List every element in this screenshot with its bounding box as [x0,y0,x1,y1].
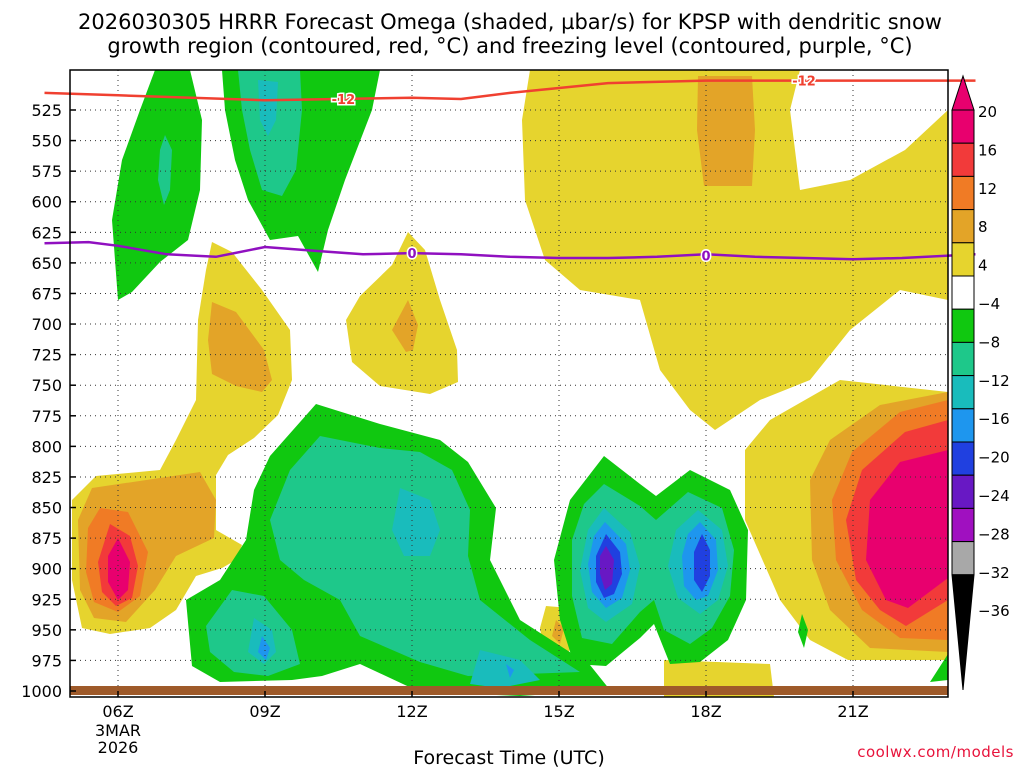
colorbar-label: 12 [978,180,997,198]
colorbar-label: −12 [978,372,1010,390]
x-tick-label: 06Z [102,702,133,721]
y-tick-label: 775 [31,407,62,426]
colorbar-segment [951,507,975,543]
omega-negative-0630Z-column [112,70,202,300]
colorbar-segment [951,142,975,177]
colorbar-segment [951,242,975,277]
y-tick-label: 525 [31,101,62,120]
x-tick-sublabel: 3MAR [95,721,141,740]
colorbar-label: −20 [978,449,1010,467]
omega-negative-16Z-min [600,546,614,590]
x-tick-sublabel: 2026 [98,738,139,757]
credit-text: coolwx.com/models [857,743,1014,761]
y-tick-label: 625 [31,223,62,242]
contour-label: -12 [332,93,356,108]
plot-frame [69,69,949,698]
colorbar-label: −24 [978,487,1010,505]
omega-negative-0630Z-inner [158,135,172,205]
colorbar-label: −32 [978,564,1010,582]
chart-title-line-1: 2026030305 HRRR Forecast Omega (shaded, … [78,10,942,34]
y-tick-label: 925 [31,590,62,609]
y-axis: 525 550 575 600 625 650 675 700 725 750 775 800 825 8… [21,101,76,701]
omega-negative-small-20Z [798,614,808,648]
colorbar-segment [951,308,975,343]
omega-positive-06Z-max [108,538,130,600]
colorbar-label: −28 [978,525,1010,543]
colorbar-segment [951,541,975,576]
colorbar-segment [951,375,975,410]
omega-shading [72,70,948,697]
omega-negative-0930Z-low-blue [258,636,270,660]
omega-positive-small-15Z-core [552,620,564,644]
omega-negative-09Z-inner [238,70,302,196]
omega-positive-core-0830Z [208,302,272,392]
y-tick-label: 675 [31,284,62,303]
y-tick-label: 900 [31,560,62,579]
colorbar-label: −8 [978,333,1000,351]
colorbar-segment [951,209,975,244]
omega-negative-18Z-min [694,534,710,592]
y-tick-label: 950 [31,621,62,640]
contour-label: -12 [792,75,816,90]
omega-positive-22Z-max [866,450,948,608]
omega-negative-1430Z-low-core [506,664,514,678]
x-tick-label: 15Z [543,702,574,721]
ground-layer [70,686,948,695]
y-tick-label: 1000 [21,682,62,701]
ground-bar [70,686,948,695]
colorbar-segment [951,175,975,211]
x-tick-label: 21Z [837,702,868,721]
y-tick-label: 700 [31,315,62,334]
colorbar-segment [951,474,975,509]
omega-negative-1230Z-core [392,488,440,556]
omega-negative-corner-2330Z [930,654,948,682]
omega-positive-core-12Z [392,300,418,352]
omega-positive-region-upper-right [522,70,948,430]
y-tick-label: 750 [31,376,62,395]
x-tick-label: 18Z [690,702,721,721]
chart-title-line-2: growth region (contoured, red, °C) and f… [107,34,912,58]
colorbar-label: 8 [978,218,988,236]
y-tick-label: 875 [31,529,62,548]
contour-line [44,79,976,102]
y-tick-label: 975 [31,651,62,670]
colorbar-segment [951,408,975,443]
colorbar-segment [951,275,975,310]
y-tick-label: 650 [31,254,62,273]
colorbar-label: 16 [978,141,997,159]
colorbar-label: 4 [978,257,988,275]
temperature-contours: -12 -12 0 0 [44,73,976,266]
colorbar-label: −36 [978,602,1010,620]
contour-line [44,240,976,261]
colorbar-label: −4 [978,295,1000,313]
colorbar-segment [951,109,975,144]
colorbar-label: −16 [978,410,1010,428]
colorbar-label: 20 [978,103,997,121]
contour-label: 0 [701,250,710,265]
omega-negative-09Z-core [258,80,278,136]
x-axis-label: Forecast Time (UTC) [413,747,604,768]
contour-label: 0 [407,247,416,262]
y-tick-label: 800 [31,437,62,456]
y-tick-label: 825 [31,468,62,487]
colorbar-segment [951,441,975,476]
x-tick-label: 12Z [396,702,427,721]
colorbar: 20 16 12 8 4 −4 −8 −12 −16 −20 −24 −28 −32 −36 [951,74,1010,691]
y-tick-label: 850 [31,499,62,518]
omega-positive-core-upper-right [697,76,755,186]
colorbar-segment [951,341,975,377]
colorbar-bottom-arrow [951,574,975,691]
y-tick-label: 575 [31,162,62,181]
y-tick-label: 600 [31,193,62,212]
y-tick-label: 550 [31,132,62,151]
x-tick-label: 09Z [249,702,280,721]
omega-negative-1430Z-low [470,650,540,688]
y-tick-label: 725 [31,346,62,365]
